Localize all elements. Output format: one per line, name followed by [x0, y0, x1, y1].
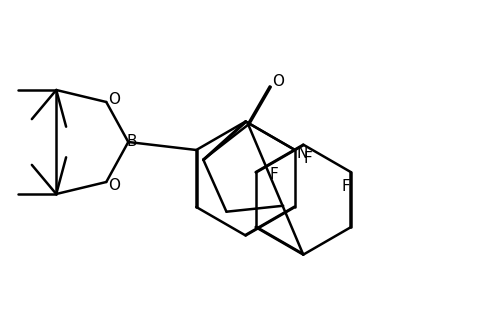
Text: B: B [126, 134, 136, 149]
Text: O: O [108, 91, 121, 106]
Text: N: N [296, 145, 308, 160]
Text: O: O [272, 74, 284, 89]
Text: F: F [269, 167, 278, 182]
Text: F: F [342, 179, 350, 194]
Text: F: F [304, 151, 313, 166]
Text: O: O [108, 178, 121, 193]
